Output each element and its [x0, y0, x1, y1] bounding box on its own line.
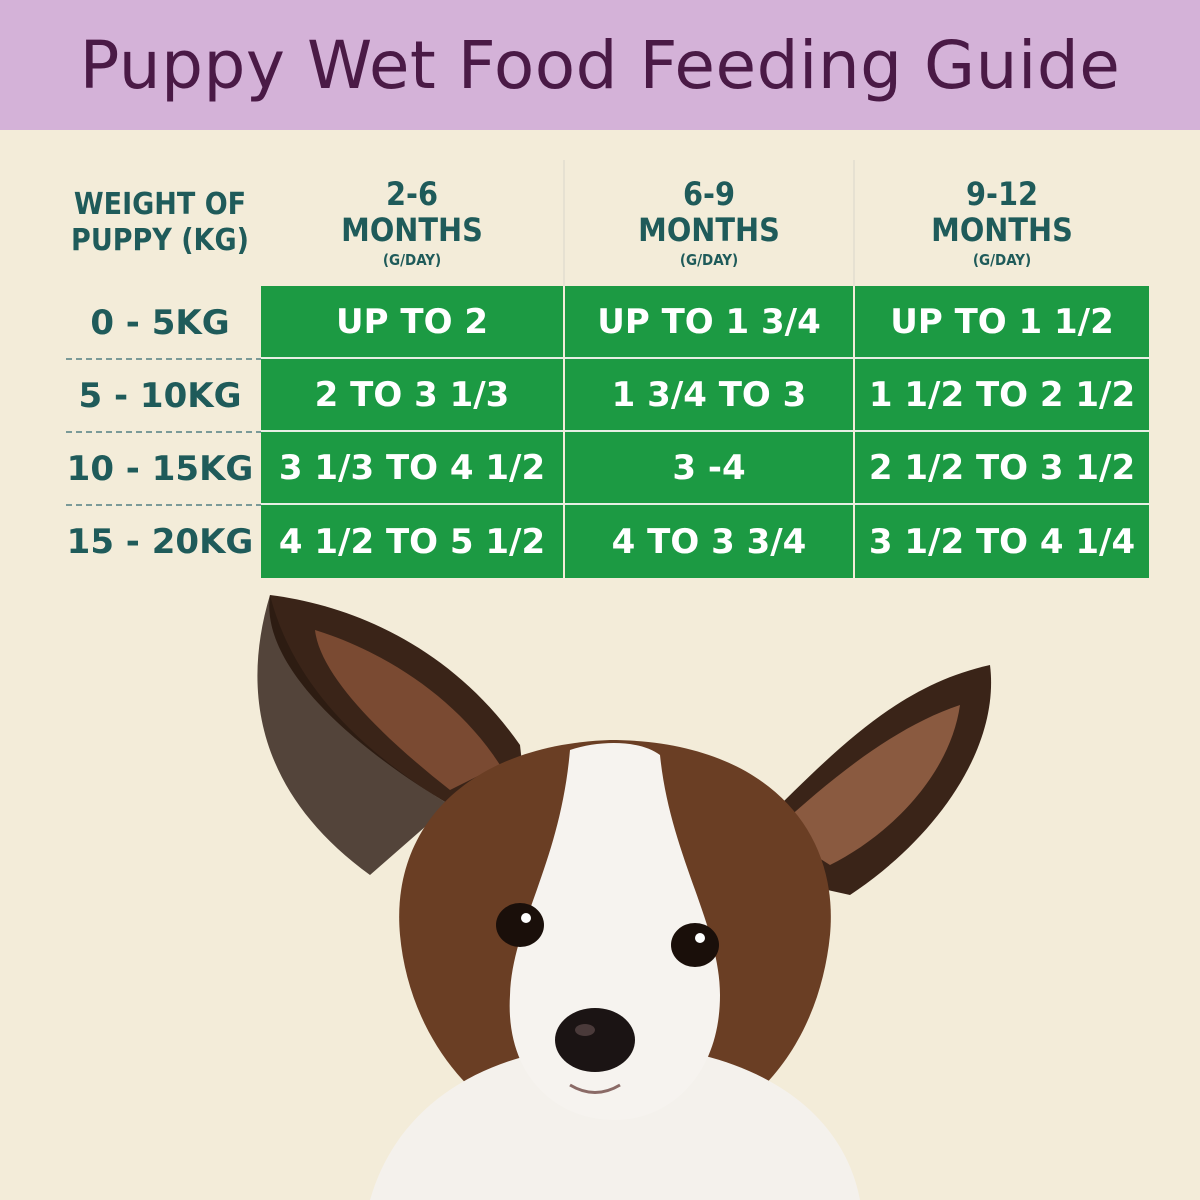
column-divider: [563, 160, 565, 286]
table-row: 0 - 5KG UP TO 2 UP TO 1 3/4 UP TO 1 1/2: [60, 286, 1150, 360]
row-divider: [66, 504, 262, 506]
table-cell: 4 TO 3 3/4: [565, 505, 853, 578]
weight-header-line2: PUPPY (KG): [71, 223, 249, 258]
row-divider: [66, 358, 262, 360]
column-months-label: MONTHS: [638, 211, 780, 249]
table-row: 5 - 10KG 2 TO 3 1/3 1 3/4 TO 3 1 1/2 TO …: [60, 359, 1150, 433]
table-cell: 2 1/2 TO 3 1/2: [855, 432, 1149, 505]
left-ear-inner: [315, 630, 500, 790]
title-banner: Puppy Wet Food Feeding Guide: [0, 0, 1200, 130]
column-months-label: MONTHS: [931, 211, 1073, 249]
column-age: 6-9: [682, 175, 735, 213]
chest-fur: [370, 1045, 860, 1200]
table-cell: 3 -4: [565, 432, 853, 505]
right-ear-inner: [775, 705, 960, 865]
table-cell: UP TO 1 1/2: [855, 286, 1149, 359]
feeding-guide-table: WEIGHT OF PUPPY (KG) 2-6 MONTHS (G/DAY) …: [60, 160, 1150, 578]
weight-header-line1: WEIGHT OF: [73, 187, 247, 222]
table-row: 15 - 20KG 4 1/2 TO 5 1/2 4 TO 3 3/4 3 1/…: [60, 505, 1150, 578]
table-cell: 3 1/2 TO 4 1/4: [855, 505, 1149, 578]
column-header-2-6-months: 2-6 MONTHS (G/DAY): [261, 160, 563, 286]
column-unit: (G/DAY): [972, 251, 1032, 269]
column-header-6-9-months: 6-9 MONTHS (G/DAY): [565, 160, 853, 286]
weight-row-label: 10 - 15KG: [66, 448, 254, 489]
weight-row-label: 5 - 10KG: [78, 375, 242, 416]
column-header-9-12-months: 9-12 MONTHS (G/DAY): [855, 160, 1149, 286]
table-cell: 4 1/2 TO 5 1/2: [261, 505, 563, 578]
column-age: 2-6: [385, 175, 438, 213]
column-months-label: MONTHS: [341, 211, 483, 249]
left-eye: [496, 903, 544, 947]
nose: [555, 1008, 635, 1072]
table-cell: 1 3/4 TO 3: [565, 359, 853, 432]
table-cell: UP TO 1 3/4: [565, 286, 853, 359]
puppy-photo: [257, 595, 992, 1200]
mouth: [569, 1083, 621, 1094]
column-unit: (G/DAY): [679, 251, 739, 269]
left-ear-fringe: [257, 595, 450, 875]
weight-row-label: 0 - 5KG: [90, 302, 230, 343]
table-cell: 1 1/2 TO 2 1/2: [855, 359, 1149, 432]
table-cell: UP TO 2: [261, 286, 563, 359]
weight-row-label: 15 - 20KG: [66, 521, 254, 562]
column-age: 9-12: [965, 175, 1039, 213]
right-eye: [671, 923, 719, 967]
weight-column-header: WEIGHT OF PUPPY (KG): [60, 160, 260, 286]
page-title: Puppy Wet Food Feeding Guide: [79, 26, 1121, 104]
column-unit: (G/DAY): [382, 251, 442, 269]
row-divider: [66, 431, 262, 433]
table-cell: 3 1/3 TO 4 1/2: [261, 432, 563, 505]
column-divider: [853, 160, 855, 286]
table-row: 10 - 15KG 3 1/3 TO 4 1/2 3 -4 2 1/2 TO 3…: [60, 432, 1150, 506]
table-header-row: WEIGHT OF PUPPY (KG) 2-6 MONTHS (G/DAY) …: [60, 160, 1150, 286]
table-cell: 2 TO 3 1/3: [261, 359, 563, 432]
